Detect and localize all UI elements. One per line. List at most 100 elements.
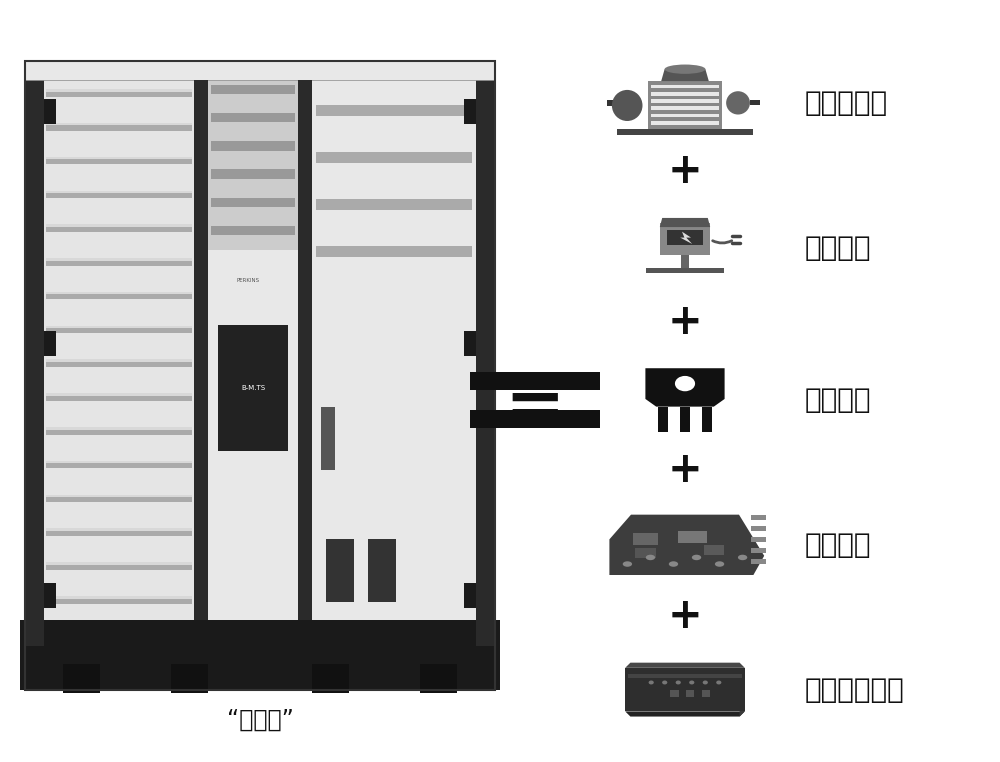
- Polygon shape: [46, 123, 192, 126]
- Ellipse shape: [715, 562, 724, 567]
- Polygon shape: [171, 664, 208, 693]
- Polygon shape: [211, 85, 295, 94]
- Polygon shape: [751, 526, 766, 531]
- Text: 发电机系统: 发电机系统: [805, 89, 888, 117]
- Polygon shape: [326, 539, 354, 602]
- Polygon shape: [211, 169, 295, 179]
- Polygon shape: [751, 514, 766, 520]
- Polygon shape: [194, 80, 208, 620]
- Polygon shape: [420, 664, 457, 693]
- Polygon shape: [702, 690, 710, 696]
- Polygon shape: [46, 190, 192, 193]
- Polygon shape: [670, 690, 679, 696]
- Polygon shape: [46, 565, 192, 570]
- Polygon shape: [321, 407, 335, 469]
- Polygon shape: [46, 157, 192, 159]
- Polygon shape: [704, 546, 724, 555]
- Polygon shape: [46, 596, 192, 598]
- Polygon shape: [46, 461, 192, 463]
- Text: 控制系统: 控制系统: [805, 531, 872, 559]
- Ellipse shape: [623, 562, 632, 567]
- Polygon shape: [316, 199, 472, 210]
- Polygon shape: [651, 92, 719, 95]
- Ellipse shape: [692, 555, 701, 560]
- Polygon shape: [680, 232, 692, 244]
- Polygon shape: [211, 226, 295, 235]
- Polygon shape: [46, 91, 192, 97]
- Polygon shape: [44, 98, 56, 123]
- Polygon shape: [464, 331, 476, 357]
- Polygon shape: [646, 268, 724, 273]
- Text: “集装筱”: “集装筱”: [227, 708, 293, 732]
- Polygon shape: [651, 85, 719, 88]
- Polygon shape: [667, 230, 703, 245]
- Polygon shape: [312, 664, 349, 693]
- Polygon shape: [312, 80, 476, 620]
- Polygon shape: [660, 223, 710, 255]
- Polygon shape: [211, 113, 295, 122]
- Text: B-M.TS: B-M.TS: [241, 385, 265, 391]
- Polygon shape: [211, 141, 295, 151]
- Polygon shape: [751, 559, 766, 564]
- Text: PERKINS: PERKINS: [237, 278, 260, 283]
- Polygon shape: [651, 121, 719, 125]
- Text: 电源系统: 电源系统: [805, 234, 872, 261]
- Polygon shape: [680, 407, 690, 432]
- Polygon shape: [46, 224, 192, 227]
- Polygon shape: [46, 395, 192, 401]
- Polygon shape: [633, 533, 658, 546]
- Polygon shape: [681, 223, 689, 268]
- Polygon shape: [751, 548, 766, 553]
- Polygon shape: [661, 69, 709, 81]
- Polygon shape: [211, 197, 295, 207]
- Polygon shape: [46, 531, 192, 536]
- Polygon shape: [316, 152, 472, 163]
- Polygon shape: [298, 80, 312, 620]
- Polygon shape: [750, 101, 760, 105]
- Polygon shape: [651, 114, 719, 117]
- Polygon shape: [648, 81, 722, 129]
- Ellipse shape: [703, 680, 708, 684]
- Polygon shape: [46, 258, 192, 261]
- Polygon shape: [678, 530, 707, 543]
- Ellipse shape: [612, 90, 642, 121]
- Polygon shape: [658, 407, 668, 432]
- Polygon shape: [46, 227, 192, 232]
- Polygon shape: [46, 598, 192, 604]
- Polygon shape: [46, 463, 192, 469]
- Polygon shape: [44, 80, 194, 620]
- Polygon shape: [46, 126, 192, 130]
- Ellipse shape: [665, 65, 705, 74]
- Polygon shape: [46, 193, 192, 198]
- Ellipse shape: [662, 680, 667, 684]
- Polygon shape: [651, 99, 719, 103]
- Polygon shape: [208, 80, 298, 250]
- Polygon shape: [25, 61, 495, 80]
- Text: +: +: [668, 594, 702, 637]
- Polygon shape: [46, 328, 192, 333]
- Ellipse shape: [646, 555, 655, 560]
- Text: +: +: [668, 300, 702, 343]
- Text: +: +: [668, 150, 702, 193]
- Polygon shape: [607, 100, 617, 106]
- Ellipse shape: [726, 91, 750, 114]
- Polygon shape: [44, 583, 56, 608]
- Ellipse shape: [689, 680, 694, 684]
- Polygon shape: [625, 668, 745, 712]
- Ellipse shape: [669, 562, 678, 567]
- Polygon shape: [470, 410, 600, 428]
- Text: 参数采集系统: 参数采集系统: [805, 676, 905, 703]
- Text: ≡: ≡: [505, 366, 565, 434]
- Polygon shape: [645, 368, 725, 407]
- Polygon shape: [702, 407, 712, 432]
- Polygon shape: [46, 393, 192, 395]
- Polygon shape: [46, 292, 192, 294]
- Polygon shape: [218, 325, 288, 450]
- Polygon shape: [609, 514, 764, 575]
- Polygon shape: [46, 430, 192, 434]
- Polygon shape: [476, 61, 495, 645]
- Polygon shape: [46, 159, 192, 165]
- Polygon shape: [686, 690, 694, 696]
- Polygon shape: [46, 362, 192, 367]
- Polygon shape: [316, 246, 472, 258]
